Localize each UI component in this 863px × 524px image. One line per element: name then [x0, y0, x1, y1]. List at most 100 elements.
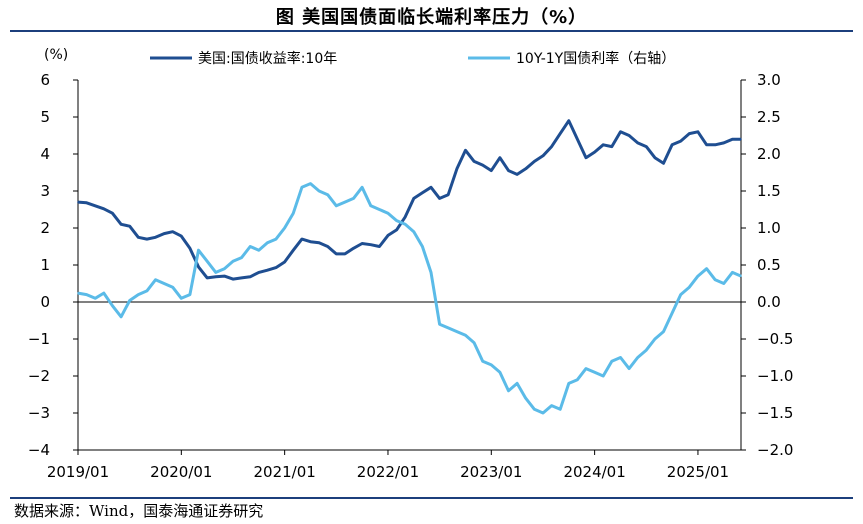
series-1-point: [662, 162, 665, 165]
right-tick-label: −1.0: [757, 367, 793, 385]
right-tick-label: 3.0: [757, 71, 781, 89]
series-2-point: [723, 282, 725, 285]
series-2-point: [301, 186, 303, 189]
series-2-point: [163, 282, 165, 285]
series-1-point: [240, 277, 243, 279]
series-1-point: [94, 205, 96, 207]
left-tick-label: −1: [28, 330, 50, 348]
right-tick-label: −2.0: [757, 441, 793, 459]
series-2-point: [456, 330, 458, 333]
series-2-point: [137, 293, 140, 296]
series-2-point: [516, 382, 518, 385]
left-tick-label: 1: [40, 256, 50, 274]
series-2-point: [550, 404, 553, 407]
series-1-point: [283, 261, 286, 263]
right-tick-label: 2.5: [757, 108, 781, 126]
left-tick-label: −4: [28, 441, 50, 459]
series-2-point: [430, 271, 432, 274]
series-2-point: [206, 260, 208, 263]
series-1-point: [697, 131, 699, 133]
series-1-point: [275, 266, 277, 269]
series-1-point: [499, 156, 501, 159]
series-1-point: [206, 277, 208, 279]
series-2-point: [370, 205, 372, 207]
series-2-point: [524, 397, 527, 400]
series-1-point: [258, 271, 260, 274]
series-1-point: [456, 168, 458, 170]
left-tick-label: 4: [40, 145, 50, 163]
series-1-point: [688, 132, 691, 135]
data-source: 数据来源：Wind，国泰海通证券研究: [14, 502, 264, 520]
series-1-point: [318, 242, 320, 244]
series-1-point: [636, 142, 639, 144]
series-2-point: [387, 212, 389, 214]
series-1-point: [223, 275, 226, 277]
series-2-point: [258, 249, 260, 251]
series-1-point: [740, 138, 742, 140]
series-2-point: [671, 312, 673, 314]
series-line-1: [77, 119, 741, 281]
series-2-point: [103, 292, 105, 294]
series-1-point: [559, 132, 561, 135]
series-2-point: [361, 186, 363, 189]
series-1-point: [473, 160, 475, 163]
series-2-point: [507, 390, 510, 392]
series-2-point: [679, 293, 682, 296]
chart-series: [77, 119, 742, 415]
x-tick-label: 2024/01: [563, 463, 625, 481]
series-2-point: [740, 275, 742, 277]
series-1-point: [378, 245, 381, 248]
series-2-point: [232, 260, 234, 263]
left-tick-label: −3: [28, 404, 50, 422]
series-1-point: [550, 145, 553, 148]
series-1-point: [163, 232, 165, 235]
series-1-point: [128, 225, 131, 227]
series-1-point: [464, 149, 467, 152]
series-2-point: [283, 227, 286, 229]
series-1-point: [516, 173, 518, 176]
x-tick-label: 2021/01: [253, 463, 315, 481]
series-1-point: [714, 144, 716, 146]
series-2-point: [146, 290, 148, 292]
series-1-point: [507, 169, 510, 172]
series-2-point: [413, 230, 415, 233]
left-tick-label: 6: [40, 71, 50, 89]
chart-axes: 6 5 4 3 2 1 0 −1 −2 −3 −4 3.0 2.5 2.0 1.5 1.0 0.5 0.0 −0.5…: [28, 47, 794, 481]
series-1-point: [421, 192, 424, 194]
x-tick-label: 2025/01: [667, 463, 729, 481]
series-2-point: [275, 238, 277, 240]
series-1-point: [705, 144, 708, 146]
series-2-point: [628, 367, 630, 370]
legend-label-1: 美国:国债收益率:10年: [198, 50, 337, 67]
series-2-point: [395, 219, 398, 222]
left-tick-label: 0: [40, 293, 50, 311]
series-1-point: [189, 247, 191, 250]
series-2-point: [318, 190, 320, 192]
series-2-point: [731, 271, 734, 274]
series-1-point: [679, 140, 682, 142]
series-2-point: [77, 292, 79, 294]
left-tick-label: −2: [28, 367, 50, 385]
series-1-point: [146, 238, 148, 240]
series-1-point: [180, 235, 183, 237]
chart-title: 图 美国国债面临长端利率压力（%）: [275, 7, 588, 28]
series-1-point: [602, 144, 604, 146]
title-rule: [10, 30, 853, 32]
series-1-point: [430, 186, 432, 189]
right-tick-label: 0.0: [757, 293, 781, 311]
right-tick-label: 2.0: [757, 145, 781, 163]
series-2-point: [645, 349, 648, 351]
series-2-point: [128, 299, 131, 302]
series-1-point: [731, 138, 734, 140]
series-1-point: [249, 276, 251, 278]
series-1-point: [395, 229, 398, 231]
series-2-point: [180, 297, 183, 300]
series-2-point: [490, 364, 493, 366]
left-tick-label: 5: [40, 108, 50, 126]
series-1-point: [723, 142, 725, 144]
series-2-point: [154, 279, 157, 281]
series-2-point: [542, 412, 544, 414]
series-1-point: [568, 119, 570, 122]
series-1-point: [481, 164, 484, 166]
